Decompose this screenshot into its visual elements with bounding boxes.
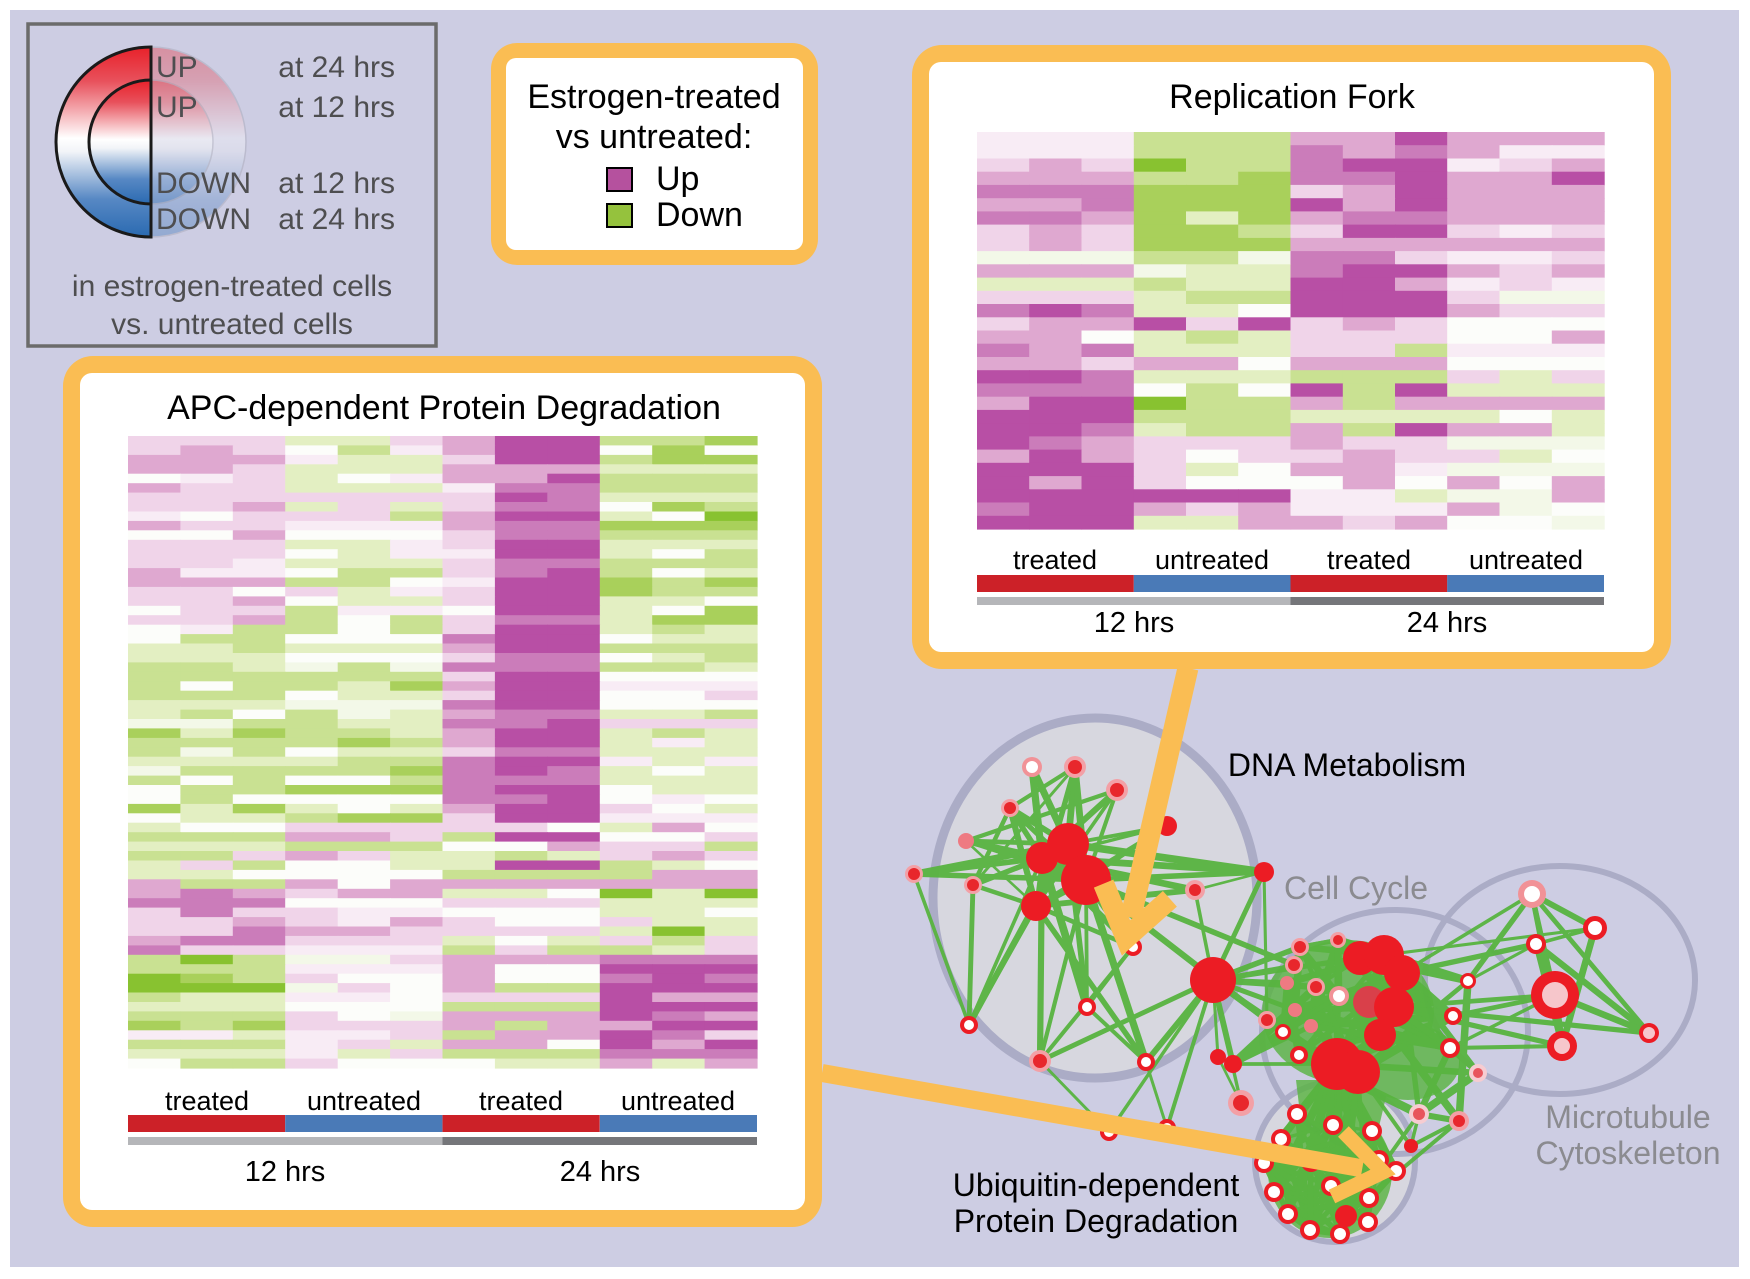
svg-text:Replication Fork: Replication Fork [1169,78,1416,116]
svg-text:treated: treated [479,1086,563,1116]
svg-text:UP: UP [156,91,198,124]
svg-text:12 hrs: 12 hrs [1094,607,1175,639]
svg-text:Protein Degradation: Protein Degradation [954,1203,1239,1239]
svg-text:DOWN: DOWN [156,167,251,200]
svg-text:DOWN: DOWN [156,203,251,236]
svg-text:Microtubule: Microtubule [1545,1099,1710,1135]
svg-text:12 hrs: 12 hrs [245,1156,326,1188]
svg-text:24 hrs: 24 hrs [560,1156,641,1188]
svg-text:in estrogen-treated cells: in estrogen-treated cells [72,270,392,303]
svg-text:24 hrs: 24 hrs [1407,607,1488,639]
svg-text:UP: UP [156,51,198,84]
svg-text:treated: treated [165,1086,249,1116]
svg-text:at 12 hrs: at 12 hrs [278,91,395,124]
svg-text:Down: Down [656,196,743,234]
svg-text:Cell Cycle: Cell Cycle [1284,870,1428,906]
svg-text:treated: treated [1327,545,1411,575]
svg-text:untreated: untreated [307,1086,421,1116]
svg-text:at 24 hrs: at 24 hrs [278,203,395,236]
svg-text:untreated: untreated [1155,545,1269,575]
svg-text:Estrogen-treated: Estrogen-treated [527,78,780,116]
svg-text:Ubiquitin-dependent: Ubiquitin-dependent [953,1167,1240,1203]
svg-text:at 12 hrs: at 12 hrs [278,167,395,200]
svg-text:vs untreated:: vs untreated: [556,118,753,156]
svg-text:Cytoskeleton: Cytoskeleton [1536,1135,1721,1171]
svg-text:untreated: untreated [1469,545,1583,575]
svg-text:APC-dependent Protein Degradat: APC-dependent Protein Degradation [167,389,721,427]
svg-text:vs. untreated cells: vs. untreated cells [111,308,353,341]
svg-text:untreated: untreated [621,1086,735,1116]
svg-text:at 24 hrs: at 24 hrs [278,51,395,84]
svg-text:treated: treated [1013,545,1097,575]
svg-text:Up: Up [656,160,699,198]
svg-text:DNA Metabolism: DNA Metabolism [1228,747,1466,783]
